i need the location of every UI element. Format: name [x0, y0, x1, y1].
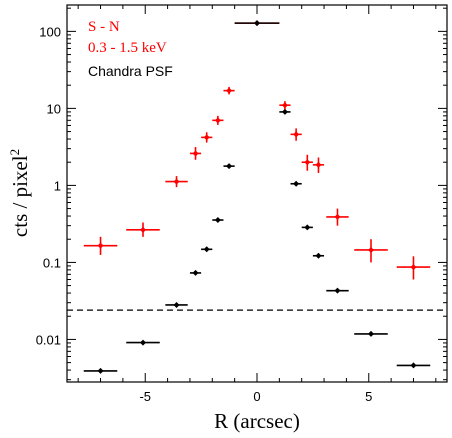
- data-point: [410, 362, 417, 369]
- y-axis-title-base: cts / pixel: [8, 155, 32, 237]
- data-point: [173, 301, 180, 308]
- x-tick-label: 5: [365, 389, 372, 404]
- legend-entry-1: S - N: [88, 19, 120, 35]
- x-tick-label: -5: [139, 389, 151, 404]
- data-marks: [67, 20, 447, 374]
- y-tick-label: 100: [39, 24, 61, 39]
- data-point: [173, 178, 180, 185]
- legend-entry-3: Chandra PSF: [88, 63, 173, 79]
- data-point: [192, 150, 199, 157]
- data-point: [368, 246, 374, 253]
- plot-frame: [66, 4, 448, 383]
- series-red: [83, 20, 431, 280]
- data-point: [293, 131, 300, 138]
- y-tick-label: 0.1: [43, 255, 61, 270]
- y-axis-title: cts / pixel2: [7, 149, 32, 237]
- legend-entry-2: 0.3 - 1.5 keV: [88, 40, 167, 56]
- data-point: [226, 163, 233, 170]
- y-tick-label: 1: [54, 178, 61, 193]
- data-point: [214, 117, 221, 124]
- data-point: [214, 217, 221, 224]
- x-axis-title: R (arcsec): [214, 409, 300, 433]
- data-point: [304, 159, 311, 166]
- data-point: [334, 213, 341, 220]
- data-point: [203, 134, 210, 141]
- data-point: [192, 269, 199, 276]
- data-point: [334, 287, 341, 294]
- legend: S - N 0.3 - 1.5 keV Chandra PSF: [88, 19, 173, 79]
- data-point: [293, 180, 300, 187]
- y-axis-title-exponent: 2: [7, 149, 22, 156]
- data-point: [304, 224, 311, 231]
- data-point: [140, 339, 146, 346]
- data-point: [368, 330, 374, 337]
- y-tick-label: 10: [47, 101, 61, 116]
- data-point: [140, 226, 146, 233]
- y-tick-label: 0.01: [36, 332, 61, 347]
- x-tick-label: 0: [253, 389, 260, 404]
- axis-ticks: -5 0 5 0.01 0.1 1 10 100: [36, 5, 447, 404]
- data-point: [410, 264, 417, 271]
- data-point: [226, 87, 233, 94]
- data-point: [315, 252, 322, 259]
- series-black: [83, 20, 431, 374]
- data-point: [203, 246, 210, 253]
- data-point: [97, 242, 104, 249]
- data-point: [315, 161, 322, 168]
- svg-text:cts / pixel2: cts / pixel2: [7, 149, 32, 237]
- data-point: [97, 367, 104, 374]
- data-point: [281, 102, 288, 109]
- data-point: [254, 20, 260, 27]
- data-point: [281, 108, 288, 115]
